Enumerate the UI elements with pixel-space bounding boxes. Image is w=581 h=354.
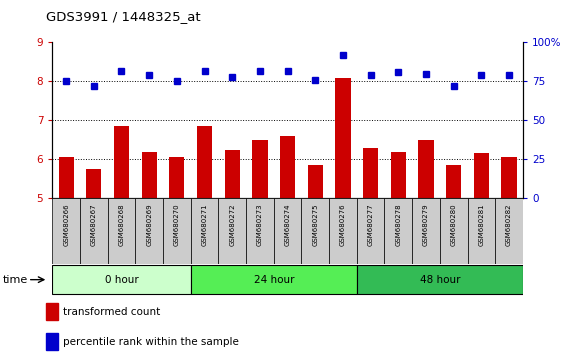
Bar xyxy=(363,148,378,198)
Bar xyxy=(302,198,329,264)
Text: 24 hour: 24 hour xyxy=(253,275,294,285)
Bar xyxy=(46,333,58,350)
Bar xyxy=(418,140,433,198)
Bar xyxy=(335,78,350,198)
Text: GSM680280: GSM680280 xyxy=(451,204,457,246)
Text: percentile rank within the sample: percentile rank within the sample xyxy=(63,337,239,347)
Text: GSM680278: GSM680278 xyxy=(395,204,401,246)
Bar xyxy=(357,266,523,294)
Bar xyxy=(59,157,74,198)
Bar xyxy=(446,165,461,198)
Bar xyxy=(86,169,102,198)
Text: GSM680267: GSM680267 xyxy=(91,204,97,246)
Text: GSM680281: GSM680281 xyxy=(478,204,485,246)
Bar xyxy=(169,157,185,198)
Bar xyxy=(46,303,58,320)
Text: GSM680269: GSM680269 xyxy=(146,204,152,246)
Bar xyxy=(280,136,295,198)
Text: GSM680266: GSM680266 xyxy=(63,204,69,246)
Bar xyxy=(135,198,163,264)
Bar xyxy=(218,198,246,264)
Text: GDS3991 / 1448325_at: GDS3991 / 1448325_at xyxy=(46,10,201,23)
Bar xyxy=(440,198,468,264)
Bar xyxy=(412,198,440,264)
Text: 48 hour: 48 hour xyxy=(419,275,460,285)
Bar xyxy=(468,198,495,264)
Bar xyxy=(495,198,523,264)
Text: GSM680282: GSM680282 xyxy=(506,204,512,246)
Bar xyxy=(274,198,302,264)
Text: GSM680268: GSM680268 xyxy=(119,204,124,246)
Text: transformed count: transformed count xyxy=(63,307,160,317)
Bar xyxy=(197,126,212,198)
Text: GSM680277: GSM680277 xyxy=(368,204,374,246)
Text: GSM680279: GSM680279 xyxy=(423,204,429,246)
Bar xyxy=(390,152,406,198)
Bar xyxy=(225,149,240,198)
Bar xyxy=(357,198,385,264)
Bar xyxy=(501,157,517,198)
Bar xyxy=(52,266,191,294)
Bar xyxy=(191,198,218,264)
Text: GSM680272: GSM680272 xyxy=(229,204,235,246)
Bar xyxy=(246,198,274,264)
Text: time: time xyxy=(3,275,28,285)
Bar xyxy=(308,165,323,198)
Bar xyxy=(52,198,80,264)
Bar xyxy=(191,266,357,294)
Bar xyxy=(107,198,135,264)
Text: GSM680274: GSM680274 xyxy=(285,204,290,246)
Bar xyxy=(329,198,357,264)
Text: GSM680275: GSM680275 xyxy=(312,204,318,246)
Text: GSM680276: GSM680276 xyxy=(340,204,346,246)
Bar xyxy=(474,154,489,198)
Text: GSM680270: GSM680270 xyxy=(174,204,180,246)
Bar xyxy=(163,198,191,264)
Bar xyxy=(252,140,267,198)
Bar xyxy=(142,152,157,198)
Bar xyxy=(385,198,412,264)
Bar xyxy=(80,198,107,264)
Text: GSM680271: GSM680271 xyxy=(202,204,207,246)
Text: GSM680273: GSM680273 xyxy=(257,204,263,246)
Text: 0 hour: 0 hour xyxy=(105,275,138,285)
Bar xyxy=(114,126,129,198)
